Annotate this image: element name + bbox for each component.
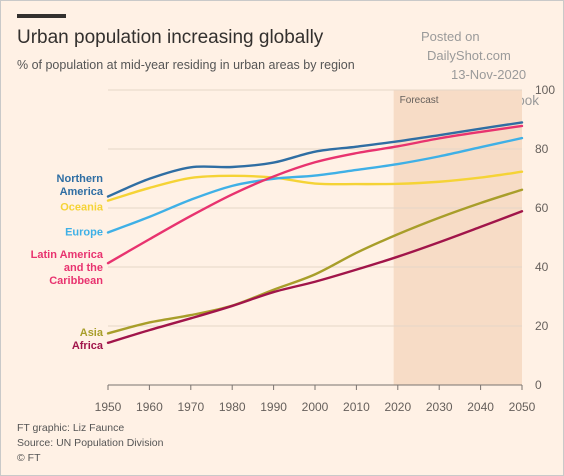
series-label-africa: Africa [72,340,104,352]
footer-ft-logo: © FT [17,452,41,464]
series-label-northern-america: Northern America [57,173,104,198]
watermark-posted-on: Posted on [421,29,480,44]
watermark-date: 13-Nov-2020 [451,67,527,82]
chart-title: Urban population increasing globally [17,27,324,48]
footer-source: Source: UN Population Division [17,437,164,449]
series-label-oceania: Oceania [60,202,104,214]
series-line-latin-america-and-the-caribbean [106,124,524,265]
x-tick-2010: 2010 [343,400,370,414]
series-line-asia [106,188,524,335]
watermark-site: DailyShot.com [427,48,511,63]
series-label-asia: Asia [80,327,104,339]
x-tick-1990: 1990 [260,400,287,414]
series-line-oceania [106,170,524,202]
footer-credit: FT graphic: Liz Faunce [17,422,125,434]
series-line-northern-america [106,121,524,198]
y-tick-20: 20 [535,319,549,333]
x-tick-1980: 1980 [219,400,246,414]
x-tick-2040: 2040 [467,400,494,414]
series-label-europe: Europe [65,227,103,239]
x-tick-1960: 1960 [136,400,163,414]
x-tick-2050: 2050 [509,400,536,414]
y-tick-60: 60 [535,201,549,215]
y-tick-80: 80 [535,142,549,156]
y-tick-0: 0 [535,378,542,392]
series-line-europe [106,136,524,234]
x-tick-2020: 2020 [384,400,411,414]
chart-subtitle: % of population at mid-year residing in … [17,58,355,72]
x-tick-1970: 1970 [177,400,204,414]
series-label-latin-america-and-the-caribbean: Latin America and the Caribbean [31,249,104,287]
y-tick-40: 40 [535,260,549,274]
series-line-africa [106,210,524,345]
x-tick-2000: 2000 [302,400,329,414]
title-accent-bar [17,14,66,18]
x-tick-2030: 2030 [426,400,453,414]
y-tick-100: 100 [535,83,555,97]
x-tick-1950: 1950 [95,400,122,414]
forecast-label: Forecast [400,95,439,106]
